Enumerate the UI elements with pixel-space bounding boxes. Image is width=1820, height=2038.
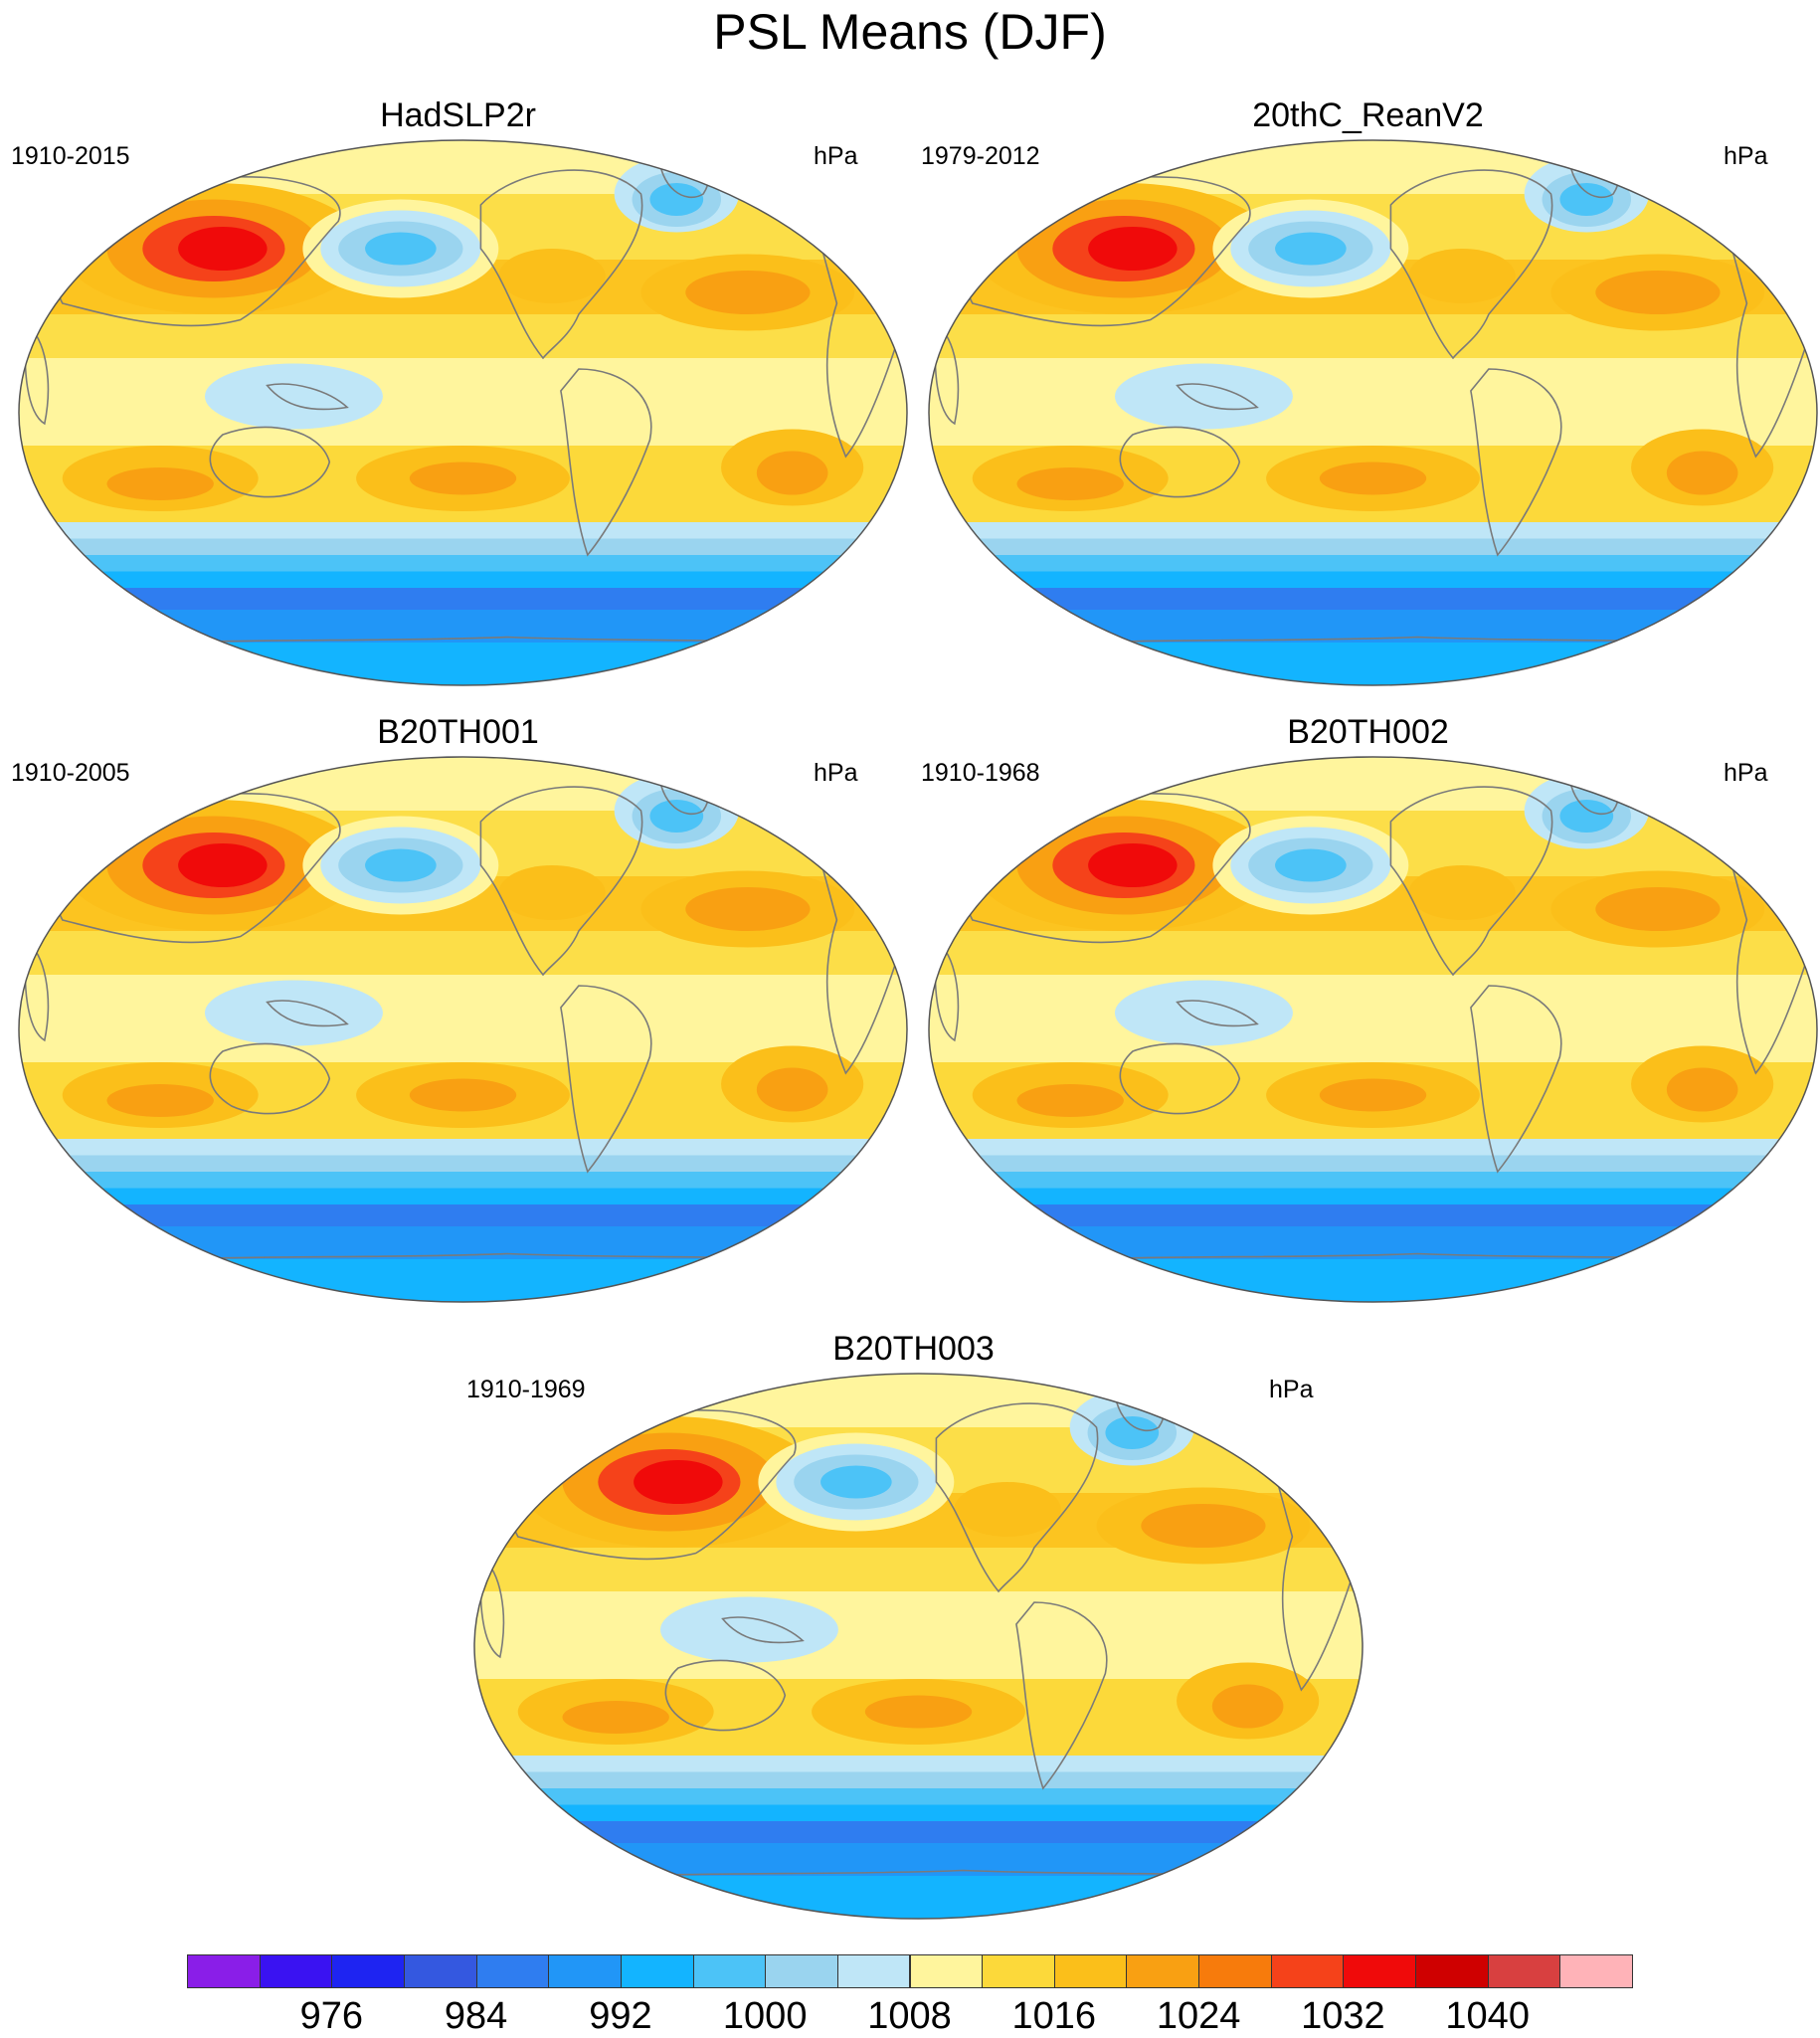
pressure-map xyxy=(18,756,908,1303)
colorbar-swatch xyxy=(1559,1954,1633,1988)
colorbar-swatch xyxy=(836,1954,911,1988)
colorbar-swatch xyxy=(1126,1954,1200,1988)
colorbar-swatch xyxy=(259,1954,333,1988)
colorbar-tick-label: 984 xyxy=(444,1995,508,2037)
panel-title: B20TH002 xyxy=(1287,713,1449,751)
panel-period: 1910-2005 xyxy=(11,759,130,787)
colorbar-tick-label: 992 xyxy=(589,1995,652,2037)
map-panel-b20th001: B20TH001 1910-2005 hPa xyxy=(8,713,908,1323)
pressure-map xyxy=(18,139,908,686)
colorbar-tick-label: 1040 xyxy=(1445,1995,1530,2037)
panel-period: 1979-2012 xyxy=(921,142,1040,170)
panel-units: hPa xyxy=(1269,1376,1314,1403)
panel-title: B20TH003 xyxy=(832,1330,995,1368)
colorbar-swatch xyxy=(475,1954,550,1988)
colorbar-tick-label: 1016 xyxy=(1011,1995,1097,2037)
colorbar-swatch xyxy=(187,1954,261,1988)
panel-units: hPa xyxy=(1724,142,1768,170)
colorbar-tick-label: 1000 xyxy=(722,1995,808,2037)
figure-title: PSL Means (DJF) xyxy=(713,4,1107,60)
panel-units: hPa xyxy=(1724,759,1768,787)
pressure-map xyxy=(473,1373,1364,1920)
colorbar-swatch xyxy=(1487,1954,1561,1988)
colorbar-swatch xyxy=(620,1954,694,1988)
panel-title: B20TH001 xyxy=(377,713,539,751)
colorbar-swatch xyxy=(548,1954,622,1988)
colorbar-tick-label: 1032 xyxy=(1301,1995,1385,2037)
map-panel-20thc-reanv2: 20thC_ReanV2 1979-2012 hPa xyxy=(918,96,1818,706)
colorbar-swatch xyxy=(1270,1954,1345,1988)
colorbar-tick-label: 1008 xyxy=(867,1995,952,2037)
colorbar-swatch xyxy=(403,1954,477,1988)
colorbar-swatch xyxy=(1415,1954,1489,1988)
pressure-map xyxy=(928,756,1818,1303)
colorbar-swatch xyxy=(982,1954,1055,1988)
colorbar-swatch xyxy=(331,1954,405,1988)
map-panel-hadslp2r: HadSLP2r 1910-2015 hPa xyxy=(8,96,908,706)
panel-units: hPa xyxy=(814,142,858,170)
colorbar xyxy=(187,1954,1633,1990)
map-panel-b20th003: B20TH003 1910-1969 hPa xyxy=(463,1330,1364,1940)
panel-title: HadSLP2r xyxy=(380,96,536,134)
colorbar-swatch xyxy=(765,1954,838,1988)
colorbar-swatch xyxy=(1053,1954,1128,1988)
panel-period: 1910-1968 xyxy=(921,759,1040,787)
colorbar-swatch xyxy=(1198,1954,1272,1988)
panel-units: hPa xyxy=(814,759,858,787)
panel-period: 1910-1969 xyxy=(466,1376,586,1403)
panel-period: 1910-2015 xyxy=(11,142,130,170)
pressure-map xyxy=(928,139,1818,686)
colorbar-swatch xyxy=(909,1954,984,1988)
panel-title: 20thC_ReanV2 xyxy=(1252,96,1484,134)
map-panel-b20th002: B20TH002 1910-1968 hPa xyxy=(918,713,1818,1323)
colorbar-tick-label: 1024 xyxy=(1156,1995,1241,2037)
colorbar-swatch xyxy=(1343,1954,1417,1988)
colorbar-tick-label: 976 xyxy=(299,1995,363,2037)
colorbar-swatch xyxy=(692,1954,767,1988)
